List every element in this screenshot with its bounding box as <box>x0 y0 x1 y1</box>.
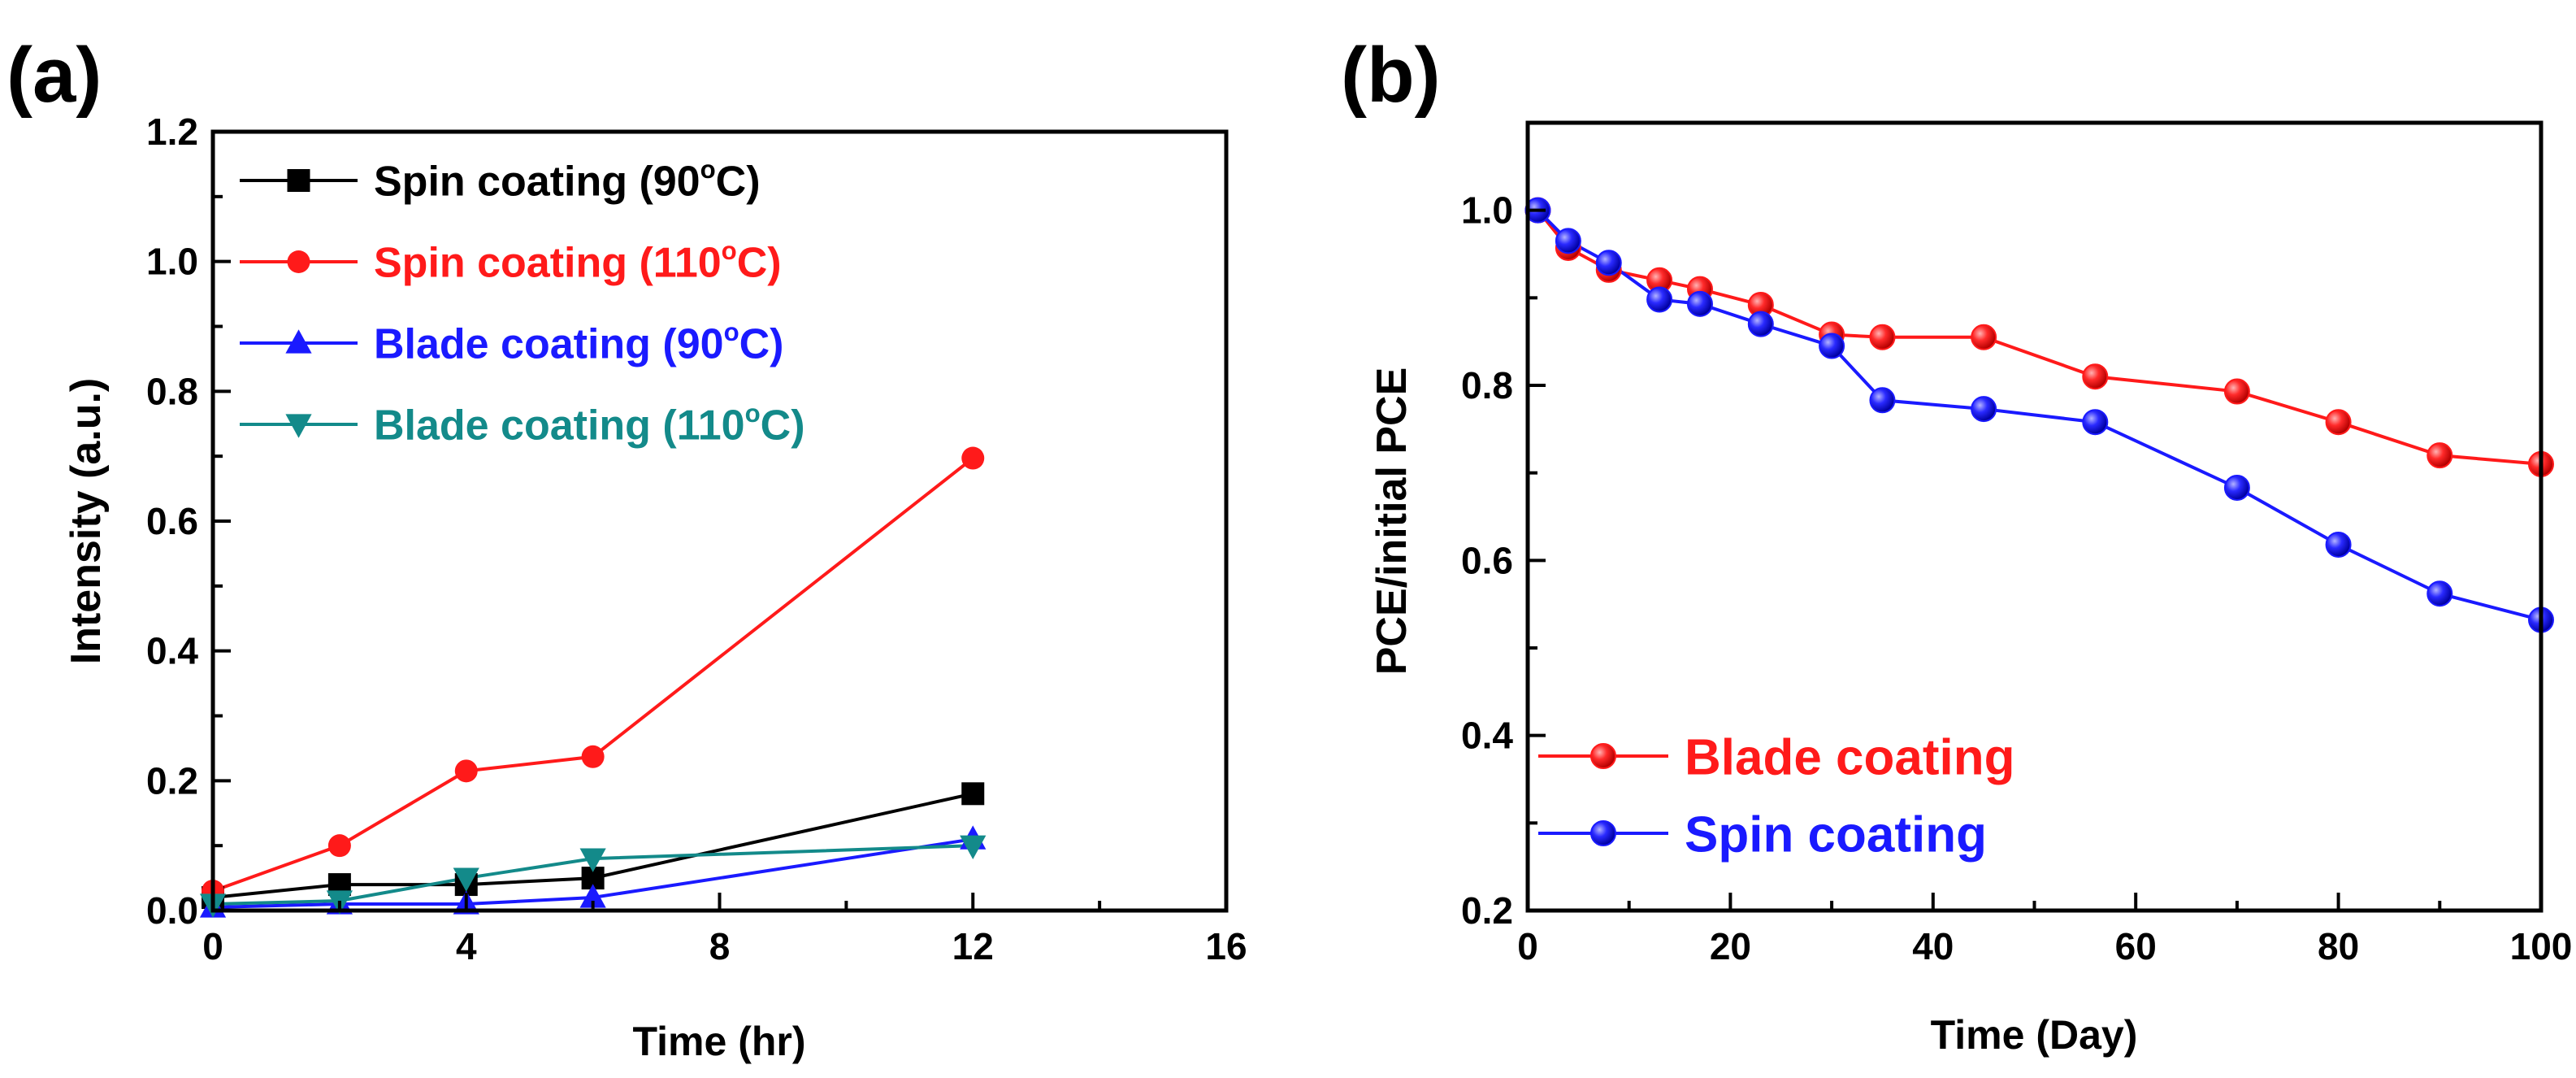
y-tick-label: 0.4 <box>146 630 198 672</box>
panel-a: (a) 0 4 8 12 16 0.0 0.2 0.4 0.6 0.8 1.0 1.2 Time (h… <box>7 32 1247 1064</box>
x-tick-label: 16 <box>1205 925 1247 967</box>
y-tick-label: 0.4 <box>1461 715 1513 757</box>
data-point-blade-coating-110 <box>579 848 606 872</box>
data-point-spin-coating <box>1646 286 1673 313</box>
y-tick-label: 0.8 <box>1461 364 1513 406</box>
panel-b-series-markers <box>1524 197 2554 633</box>
data-point-spin-coating-110 <box>581 745 605 768</box>
legend-entry-spin-coating-110: Spin coating (110oC) <box>240 237 782 287</box>
panel-b: (b) 0 20 40 60 80 100 0.2 0.4 0.6 0.8 1.0 Time (Da… <box>1341 32 2572 1058</box>
panel-b-plot-frame <box>1525 120 2543 913</box>
data-point-spin-coating <box>1595 250 1622 276</box>
series-line-spin-coating <box>1537 209 2542 622</box>
legend-label: Blade coating (90oC) <box>374 318 784 368</box>
degree-symbol: o <box>745 399 761 428</box>
panel-label-a: (a) <box>7 32 102 119</box>
legend-entry-spin-coating: Spin coating <box>1538 806 1987 863</box>
legend-marker <box>287 250 310 273</box>
data-point-blade-coating <box>2426 442 2453 469</box>
data-point-spin-coating <box>2325 531 2352 558</box>
panel-b-series-lines <box>1536 209 2542 622</box>
legend-label-suffix: C) <box>739 321 784 368</box>
legend-label: Spin coating <box>1685 806 1987 863</box>
x-tick-label: 4 <box>456 925 477 967</box>
degree-symbol: o <box>722 237 737 265</box>
x-tick-label: 20 <box>1710 925 1751 967</box>
data-point-blade-coating <box>2325 409 2352 436</box>
data-point-blade-coating-90 <box>579 884 606 908</box>
legend-marker <box>1590 743 1616 769</box>
data-point-blade-coating <box>2082 363 2109 390</box>
panel-a-legend: Spin coating (90oC) Spin coating (110oC) B… <box>240 155 805 450</box>
data-point-spin-coating <box>1819 333 1845 359</box>
data-point-spin-coating-110 <box>327 834 351 858</box>
legend-marker <box>285 414 312 438</box>
x-tick-label: 60 <box>2115 925 2157 967</box>
x-tick-label: 0 <box>202 925 223 967</box>
legend-label: Blade coating (110oC) <box>374 399 805 450</box>
y-tick-label: 0.2 <box>1461 889 1513 932</box>
data-point-spin-coating <box>1555 228 1581 254</box>
legend-entry-blade-coating: Blade coating <box>1538 729 2015 785</box>
panel-a-series-markers <box>199 446 987 918</box>
panel-a-xlabel: Time (hr) <box>633 1019 806 1064</box>
data-point-spin-coating <box>2082 409 2109 436</box>
data-point-spin-coating <box>1686 290 1713 317</box>
data-point-spin-coating <box>1971 396 1997 423</box>
data-point-blade-coating-110 <box>453 867 479 892</box>
legend-label-suffix: C) <box>716 159 761 206</box>
y-tick-label: 1.0 <box>146 241 198 283</box>
data-point-spin-coating <box>2223 474 2250 501</box>
legend-label-suffix: C) <box>737 240 782 287</box>
data-point-spin-coating <box>1747 311 1774 337</box>
data-point-blade-coating-110 <box>960 835 987 859</box>
legend-entry-blade-coating-90: Blade coating (90oC) <box>240 318 784 368</box>
y-tick-label: 0.2 <box>146 759 198 802</box>
y-tick-label: 0.6 <box>1461 539 1513 581</box>
data-point-spin-coating <box>2426 580 2453 607</box>
x-tick-label: 12 <box>952 925 994 967</box>
data-point-blade-coating <box>1869 324 1896 350</box>
panel-b-ylabel: PCE/initial PCE <box>1368 367 1416 676</box>
x-tick-label: 40 <box>1912 925 1954 967</box>
data-point-spin-coating <box>1869 387 1896 414</box>
degree-symbol: o <box>700 155 716 184</box>
degree-symbol: o <box>724 318 739 346</box>
panel-a-ylabel: Intensity (a.u.) <box>63 378 110 664</box>
y-tick-label: 1.2 <box>146 111 198 153</box>
data-point-blade-coating <box>2223 378 2250 405</box>
y-tick-label: 0.0 <box>146 889 198 932</box>
series-line-spin-coating-110 <box>212 456 974 893</box>
panel-b-xlabel: Time (Day) <box>1931 1012 2138 1058</box>
y-tick-label: 0.8 <box>146 370 198 412</box>
panel-a-series-lines <box>212 456 974 910</box>
panel-label-b: (b) <box>1341 32 1441 119</box>
legend-marker <box>285 329 312 354</box>
legend-marker <box>1590 820 1616 846</box>
x-tick-label: 8 <box>709 925 731 967</box>
legend-label: Spin coating (90oC) <box>374 155 761 206</box>
data-point-spin-coating-110 <box>454 759 478 783</box>
legend-entry-spin-coating-90: Spin coating (90oC) <box>240 155 761 206</box>
series-line-blade-coating <box>1536 209 2542 466</box>
panel-b-ticks: 0 20 40 60 80 100 0.2 0.4 0.6 0.8 1.0 <box>1461 189 2572 967</box>
panel-b-legend: Blade coating Spin coating <box>1538 729 2015 863</box>
x-tick-label: 0 <box>1517 925 1538 967</box>
panel-a-ticks: 0 4 8 12 16 0.0 0.2 0.4 0.6 0.8 1.0 1.2 <box>146 111 1247 967</box>
legend-entry-blade-coating-110: Blade coating (110oC) <box>240 399 805 450</box>
legend-label: Spin coating (110oC) <box>374 237 782 287</box>
y-tick-label: 1.0 <box>1461 189 1513 232</box>
legend-label: Blade coating <box>1685 729 2015 785</box>
x-tick-label: 100 <box>2510 925 2573 967</box>
legend-label-suffix: C) <box>761 402 805 450</box>
data-point-spin-coating-110 <box>961 446 985 470</box>
legend-marker <box>287 169 310 192</box>
x-tick-label: 80 <box>2318 925 2359 967</box>
data-point-blade-coating <box>1971 324 1997 350</box>
y-tick-label: 0.6 <box>146 500 198 542</box>
data-point-spin-coating-90 <box>961 782 985 806</box>
